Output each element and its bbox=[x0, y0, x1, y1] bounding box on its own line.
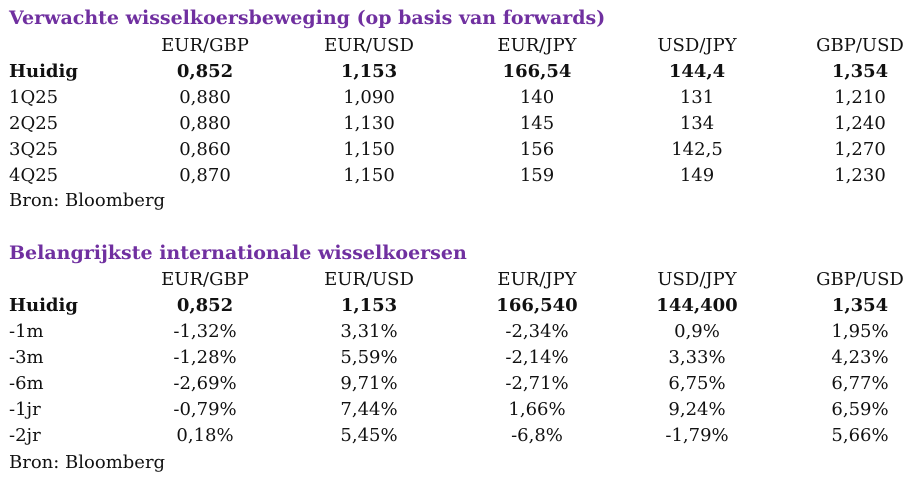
header-row: EUR/GBP EUR/USD EUR/JPY USD/JPY GBP/USD bbox=[0, 33, 908, 59]
row-label: 1Q25 bbox=[9, 87, 59, 108]
row-label: -3m bbox=[9, 347, 44, 368]
column-header: EUR/USD bbox=[324, 35, 414, 56]
table-cell: 6,77% bbox=[831, 373, 889, 394]
column-header: USD/JPY bbox=[657, 269, 737, 290]
table-row: 4Q25 0,870 1,150 159 149 1,230 bbox=[0, 163, 908, 189]
table-cell: 0,852 bbox=[176, 61, 234, 82]
row-label: -1jr bbox=[9, 399, 41, 420]
row-label: Huidig bbox=[9, 61, 78, 82]
table-row: -2jr 0,18% 5,45% -6,8% -1,79% 5,66% bbox=[0, 423, 908, 449]
table-cell: -2,69% bbox=[173, 373, 237, 394]
table-cell: 134 bbox=[679, 113, 715, 134]
fx-table-title: Belangrijkste internationale wisselkoers… bbox=[9, 242, 467, 264]
table-cell: -1,32% bbox=[173, 321, 237, 342]
forward-table-source: Bron: Bloomberg bbox=[9, 190, 166, 211]
table-cell: 6,75% bbox=[668, 373, 726, 394]
table-cell: 145 bbox=[519, 113, 555, 134]
table-cell: 166,540 bbox=[496, 295, 578, 316]
row-label: 2Q25 bbox=[9, 113, 59, 134]
row-label: 3Q25 bbox=[9, 139, 59, 160]
table-row: -1jr -0,79% 7,44% 1,66% 9,24% 6,59% bbox=[0, 397, 908, 423]
column-header: GBP/USD bbox=[816, 269, 904, 290]
table-cell: 5,45% bbox=[340, 425, 398, 446]
column-header: EUR/JPY bbox=[497, 269, 577, 290]
table-cell: 3,33% bbox=[668, 347, 726, 368]
table-row: -1m -1,32% 3,31% -2,34% 0,9% 1,95% bbox=[0, 319, 908, 345]
table-cell: 142,5 bbox=[671, 139, 723, 160]
table-cell: 0,860 bbox=[179, 139, 231, 160]
table-cell: 5,59% bbox=[340, 347, 398, 368]
table-row: -3m -1,28% 5,59% -2,14% 3,33% 4,23% bbox=[0, 345, 908, 371]
table-cell: -2,34% bbox=[505, 321, 569, 342]
table-cell: 1,240 bbox=[834, 113, 886, 134]
header-row: EUR/GBP EUR/USD EUR/JPY USD/JPY GBP/USD bbox=[0, 267, 908, 293]
column-header: EUR/GBP bbox=[161, 269, 249, 290]
table-cell: -1,79% bbox=[665, 425, 729, 446]
table-cell: 9,24% bbox=[668, 399, 726, 420]
table-cell: 159 bbox=[519, 165, 555, 186]
table-row: 2Q25 0,880 1,130 145 134 1,240 bbox=[0, 111, 908, 137]
row-label: -2jr bbox=[9, 425, 41, 446]
column-header: EUR/GBP bbox=[161, 35, 249, 56]
table-cell: 4,23% bbox=[831, 347, 889, 368]
table-cell: 0,9% bbox=[674, 321, 720, 342]
table-row: Huidig 0,852 1,153 166,54 144,4 1,354 bbox=[0, 59, 908, 85]
table-row: Huidig 0,852 1,153 166,540 144,400 1,354 bbox=[0, 293, 908, 319]
table-cell: 149 bbox=[679, 165, 715, 186]
table-cell: 0,870 bbox=[179, 165, 231, 186]
table-cell: 1,150 bbox=[343, 139, 395, 160]
table-cell: 0,880 bbox=[179, 87, 231, 108]
table-cell: 1,354 bbox=[831, 295, 889, 316]
table-cell: 1,130 bbox=[343, 113, 395, 134]
column-header: EUR/USD bbox=[324, 269, 414, 290]
table-cell: 144,4 bbox=[668, 61, 726, 82]
table-cell: 1,354 bbox=[831, 61, 889, 82]
table-cell: 5,66% bbox=[831, 425, 889, 446]
column-header: GBP/USD bbox=[816, 35, 904, 56]
table-cell: 9,71% bbox=[340, 373, 398, 394]
table-cell: 7,44% bbox=[340, 399, 398, 420]
row-label: -1m bbox=[9, 321, 44, 342]
table-cell: -2,14% bbox=[505, 347, 569, 368]
table-cell: 1,230 bbox=[834, 165, 886, 186]
table-row: -6m -2,69% 9,71% -2,71% 6,75% 6,77% bbox=[0, 371, 908, 397]
fx-table-source: Bron: Bloomberg bbox=[9, 452, 166, 473]
table-cell: 0,18% bbox=[176, 425, 234, 446]
row-label: 4Q25 bbox=[9, 165, 59, 186]
row-label: Huidig bbox=[9, 295, 78, 316]
table-cell: 6,59% bbox=[831, 399, 889, 420]
table-cell: 131 bbox=[679, 87, 715, 108]
column-header: EUR/JPY bbox=[497, 35, 577, 56]
table-cell: 1,210 bbox=[834, 87, 886, 108]
table-cell: 156 bbox=[519, 139, 555, 160]
table-cell: 144,400 bbox=[656, 295, 738, 316]
table-cell: 3,31% bbox=[340, 321, 398, 342]
table-cell: 0,852 bbox=[176, 295, 234, 316]
column-header: USD/JPY bbox=[657, 35, 737, 56]
table-cell: 1,270 bbox=[834, 139, 886, 160]
row-label: -6m bbox=[9, 373, 44, 394]
table-cell: -6,8% bbox=[511, 425, 563, 446]
table-cell: 1,95% bbox=[831, 321, 889, 342]
table-cell: 1,150 bbox=[343, 165, 395, 186]
table-cell: 1,153 bbox=[340, 61, 398, 82]
table-cell: 0,880 bbox=[179, 113, 231, 134]
table-cell: -2,71% bbox=[505, 373, 569, 394]
table-cell: -0,79% bbox=[173, 399, 237, 420]
table-cell: 1,153 bbox=[340, 295, 398, 316]
table-cell: 140 bbox=[519, 87, 555, 108]
table-cell: 1,090 bbox=[343, 87, 395, 108]
table-cell: 166,54 bbox=[502, 61, 572, 82]
table-row: 3Q25 0,860 1,150 156 142,5 1,270 bbox=[0, 137, 908, 163]
table-cell: 1,66% bbox=[508, 399, 566, 420]
table-row: 1Q25 0,880 1,090 140 131 1,210 bbox=[0, 85, 908, 111]
forward-table-title: Verwachte wisselkoersbeweging (op basis … bbox=[9, 7, 606, 29]
table-cell: -1,28% bbox=[173, 347, 237, 368]
